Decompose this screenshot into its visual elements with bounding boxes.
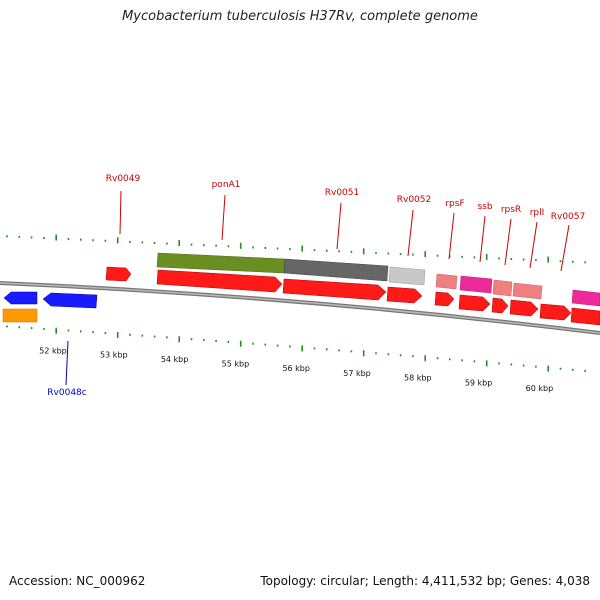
map-title: Mycobacterium tuberculosis H37Rv, comple… xyxy=(122,9,478,24)
ponA1-cds-arrow[interactable] xyxy=(156,269,283,293)
genes-value: 4,038 xyxy=(555,574,590,588)
ponA1-gene-label[interactable]: ponA1 xyxy=(212,180,241,190)
length-value: 4,411,532 bp xyxy=(421,574,502,588)
rpsR-leader-line xyxy=(504,218,512,266)
outer-feature-track xyxy=(156,252,600,307)
topology-value: circular xyxy=(320,574,365,588)
inner-tick-track xyxy=(6,325,586,372)
Rv0057-cds-arrow[interactable] xyxy=(539,303,572,321)
Rv0057-gene-label[interactable]: Rv0057 xyxy=(551,212,585,222)
tick-label-59: 59 kbp xyxy=(465,379,493,388)
genome-backbone-highlight xyxy=(0,282,600,334)
rpsF-gene-label[interactable]: rpsF xyxy=(445,199,464,209)
ponA1-leader-line xyxy=(221,194,226,241)
tick-label-52: 52 kbp xyxy=(39,347,67,356)
rplI-cds-arrow[interactable] xyxy=(509,299,539,317)
tick-label-56: 56 kbp xyxy=(282,364,310,373)
Rv0052-leader-line xyxy=(407,209,414,257)
accession-line: Accession: NC_000962 xyxy=(9,574,145,588)
Rv0049-gene-label[interactable]: Rv0049 xyxy=(106,174,141,184)
ssb-gene-label[interactable]: ssb xyxy=(477,202,492,212)
rpsR-feature-bar[interactable] xyxy=(492,279,513,297)
rplI-feature-bar[interactable] xyxy=(512,282,543,300)
Rv0051-leader-line xyxy=(336,202,342,250)
gene-callouts: Rv0049 ponA1 Rv0051 Rv0052 rpsF ssb rpsR rplI Rv… xyxy=(47,174,585,398)
ssb-feature-bar[interactable] xyxy=(459,275,493,294)
tick-labels: 52 kbp 53 kbp 54 kbp 55 kbp 56 kbp 57 kbp 58 k… xyxy=(39,347,553,393)
ssb-leader-line xyxy=(479,215,486,263)
Rv0057-leader-line xyxy=(560,224,570,272)
tick-label-55: 55 kbp xyxy=(222,359,250,368)
tick-label-54: 54 kbp xyxy=(161,355,189,364)
tick-label-60: 60 kbp xyxy=(526,384,554,393)
accession-value: NC_000962 xyxy=(76,574,146,588)
rpsR-cds-arrow[interactable] xyxy=(491,297,509,314)
Rv0057-feature-bar[interactable] xyxy=(571,289,600,307)
Rv0049-cds-arrow[interactable] xyxy=(105,266,132,282)
rplI-leader-line xyxy=(529,221,538,269)
Rv0051-gene-label[interactable]: Rv0051 xyxy=(325,188,359,198)
reverse-cds-track xyxy=(2,291,98,323)
topology-line: Topology: circular; Length: 4,411,532 bp… xyxy=(260,574,590,588)
rpsF-cds-arrow[interactable] xyxy=(434,291,455,307)
genes-label: Genes: xyxy=(509,574,552,588)
accession-label: Accession: xyxy=(9,574,73,588)
Rv0049-leader-line xyxy=(119,190,122,235)
rpsF-leader-line xyxy=(448,212,455,260)
rplI-gene-label[interactable]: rplI xyxy=(530,208,545,218)
forward-cds-track xyxy=(105,266,600,326)
length-label: Length: xyxy=(372,574,419,588)
tick-label-53: 53 kbp xyxy=(100,351,128,360)
orange-feature-bar[interactable] xyxy=(2,308,38,323)
Rv0048c-leader-line xyxy=(65,340,69,386)
tick-label-58: 58 kbp xyxy=(404,374,432,383)
ssb-cds-arrow[interactable] xyxy=(458,294,491,312)
Rv0052-cds-arrow[interactable] xyxy=(386,286,423,304)
Rv0052-gene-label[interactable]: Rv0052 xyxy=(397,195,431,205)
Rv0052-feature-bar[interactable] xyxy=(388,266,426,286)
outer-tick-track xyxy=(6,234,586,264)
Rv0048c-cds-arrow[interactable] xyxy=(42,292,98,309)
tick-label-57: 57 kbp xyxy=(343,369,371,378)
topology-label: Topology: xyxy=(260,574,317,588)
Rv0051-cds-arrow[interactable] xyxy=(282,278,387,301)
Rv0048c-gene-label[interactable]: Rv0048c xyxy=(47,388,86,398)
reverse-cds-arrow-left[interactable] xyxy=(3,291,38,305)
rpsR-gene-label[interactable]: rpsR xyxy=(501,205,521,215)
rpsF-feature-bar[interactable] xyxy=(435,273,458,290)
next-cds-arrow[interactable] xyxy=(570,307,600,326)
Rv0051-feature-bar[interactable] xyxy=(283,258,389,282)
ponA1-feature-bar[interactable] xyxy=(156,252,286,274)
